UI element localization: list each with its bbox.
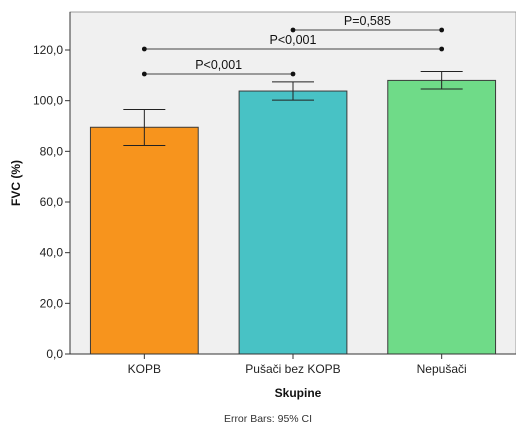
error-bars-note: Error Bars: 95% CI [224, 413, 312, 425]
significance-bracket-2: P<0,001 [141, 58, 296, 77]
significance-bracket-1: P<0,001 [141, 33, 445, 52]
y-tick-label: 120,0 [33, 43, 63, 57]
x-tick-label: KOPB [128, 362, 161, 376]
bar-0 [89, 126, 199, 355]
x-tick-label: Pušači bez KOPB [245, 362, 340, 376]
y-tick-label: 20,0 [40, 296, 64, 310]
bar-1 [238, 90, 348, 355]
significance-label: P=0,585 [344, 14, 391, 28]
y-tick-label: 80,0 [40, 144, 64, 158]
y-axis: 0,0 20,0 40,0 60,0 80,0 100,0 120,0 [33, 12, 71, 361]
y-tick-label: 0,0 [46, 347, 63, 361]
error-bar-1 [272, 81, 314, 101]
error-bar-2 [420, 71, 463, 90]
error-bars-layer [123, 71, 463, 147]
y-tick-label: 60,0 [40, 195, 64, 209]
bar-2 [387, 79, 497, 355]
significance-label: P<0,001 [270, 33, 317, 47]
x-axis: KOPB Pušači bez KOPB Nepušači [70, 353, 516, 376]
x-tick-label: Nepušači [417, 362, 467, 376]
significance-layer: P=0,585 P<0,001 P<0,001 [141, 14, 445, 77]
y-tick-label: 40,0 [40, 246, 64, 260]
significance-bracket-0: P=0,585 [290, 14, 445, 33]
y-axis-title: FVC (%) [9, 160, 23, 206]
error-bar-0 [123, 109, 166, 147]
y-tick-label: 100,0 [33, 94, 63, 108]
x-axis-title: Skupine [275, 386, 322, 400]
significance-label: P<0,001 [195, 58, 242, 72]
